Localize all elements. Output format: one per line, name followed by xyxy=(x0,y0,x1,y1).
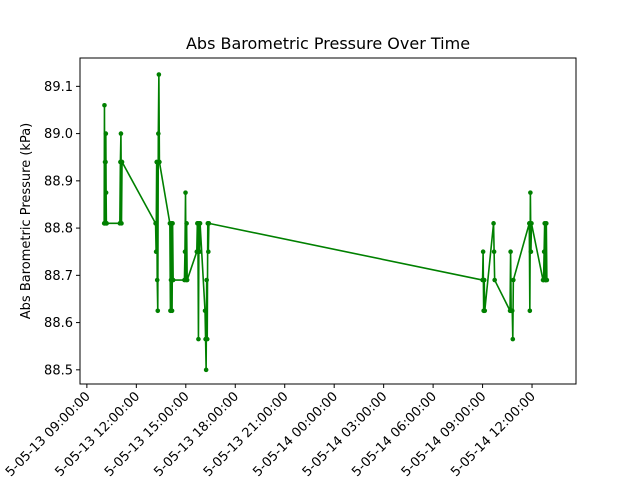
y-tick-label: 89.0 xyxy=(44,127,73,142)
data-point xyxy=(204,336,210,342)
data-point xyxy=(197,249,202,255)
data-point xyxy=(202,308,208,314)
data-point xyxy=(119,159,125,165)
data-point xyxy=(492,277,497,283)
data-point xyxy=(509,308,515,314)
data-point xyxy=(491,221,496,226)
data-point xyxy=(481,277,487,283)
y-tick-label: 88.5 xyxy=(44,363,73,378)
y-tick-label: 88.7 xyxy=(44,269,73,284)
data-point xyxy=(508,249,513,255)
data-point xyxy=(510,336,516,342)
data-point xyxy=(155,308,161,314)
data-point xyxy=(206,249,211,255)
plot-frame xyxy=(79,57,577,385)
data-point xyxy=(491,249,497,255)
data-point xyxy=(169,308,175,314)
data-point xyxy=(529,221,534,226)
data-point xyxy=(153,249,159,255)
data-point xyxy=(528,190,533,195)
data-point xyxy=(482,308,488,314)
data-point xyxy=(544,221,549,226)
data-point xyxy=(103,190,109,195)
data-point xyxy=(104,221,109,226)
data-point xyxy=(103,159,108,165)
data-point xyxy=(544,277,550,283)
y-tick-label: 88.8 xyxy=(44,222,73,237)
data-point xyxy=(527,308,533,314)
data-point xyxy=(511,277,516,283)
data-point xyxy=(103,131,109,136)
data-point xyxy=(206,221,212,226)
data-point xyxy=(184,277,190,283)
data-point xyxy=(154,277,160,283)
data-point xyxy=(156,131,161,136)
data-point xyxy=(528,249,534,255)
data-point xyxy=(480,249,486,255)
data-point xyxy=(118,131,124,136)
y-axis: 88.5 88.6 88.7 88.8 88.9 89.0 89.1 xyxy=(44,80,80,378)
data-point xyxy=(184,221,189,226)
data-point xyxy=(157,159,162,165)
data-point xyxy=(170,277,176,283)
data-point xyxy=(170,221,175,226)
data-point xyxy=(102,102,107,108)
chart-title: Abs Barometric Pressure Over Time xyxy=(186,34,470,53)
y-tick-label: 88.9 xyxy=(44,174,73,189)
data-point xyxy=(156,72,162,77)
y-tick-label: 88.6 xyxy=(44,316,73,331)
data-point xyxy=(183,190,188,195)
data-point xyxy=(153,221,158,226)
data-point xyxy=(541,249,547,255)
data-point xyxy=(204,277,209,283)
data-point xyxy=(203,367,209,373)
data-point xyxy=(119,221,124,226)
data-point xyxy=(196,336,201,342)
y-axis-label: Abs Barometric Pressure (kPa) xyxy=(19,123,34,319)
data-point xyxy=(182,249,188,255)
series-layer xyxy=(101,72,550,373)
y-tick-label: 89.1 xyxy=(44,80,73,95)
plot-area xyxy=(79,57,577,385)
data-point xyxy=(197,221,203,226)
